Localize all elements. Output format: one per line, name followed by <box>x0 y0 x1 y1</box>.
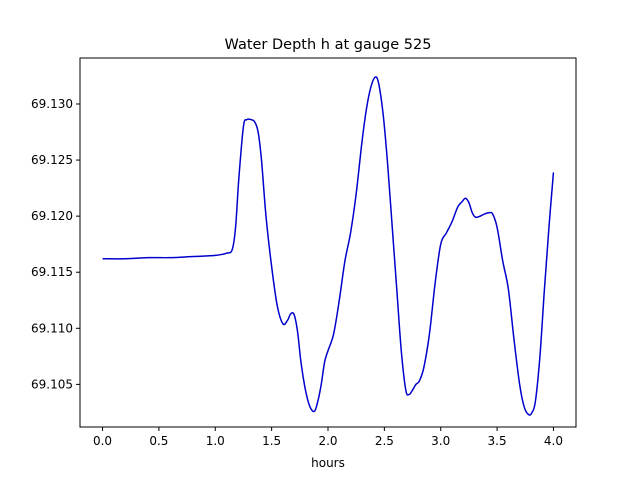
plot-frame <box>79 57 577 428</box>
x-tick-label: 3.0 <box>431 434 450 448</box>
x-axis-label: hours <box>311 456 345 470</box>
y-tick-label: 69.125 <box>31 153 73 167</box>
y-tick-label: 69.110 <box>31 321 73 335</box>
y-tick-label: 69.130 <box>31 97 73 111</box>
series-line-0 <box>102 76 555 416</box>
x-tick-label: 1.5 <box>262 434 281 448</box>
x-axis-ticks: 0.0 0.5 1.0 1.5 2.0 2.5 3.0 3.5 4.0 <box>93 427 563 448</box>
y-axis-ticks: 69.105 69.110 69.115 69.120 69.125 69.130 <box>31 97 80 391</box>
x-tick-label: 2.5 <box>375 434 394 448</box>
x-tick-label: 4.0 <box>544 434 563 448</box>
chart-title: Water Depth h at gauge 525 <box>225 37 432 53</box>
y-tick-label: 69.120 <box>31 209 73 223</box>
x-tick-label: 2.0 <box>318 434 337 448</box>
x-tick-label: 0.0 <box>93 434 112 448</box>
x-tick-label: 0.5 <box>149 434 168 448</box>
x-tick-label: 1.0 <box>206 434 225 448</box>
y-tick-label: 69.105 <box>31 377 73 391</box>
plot-area <box>102 76 555 416</box>
x-tick-label: 3.5 <box>488 434 507 448</box>
y-tick-label: 69.115 <box>31 265 73 279</box>
